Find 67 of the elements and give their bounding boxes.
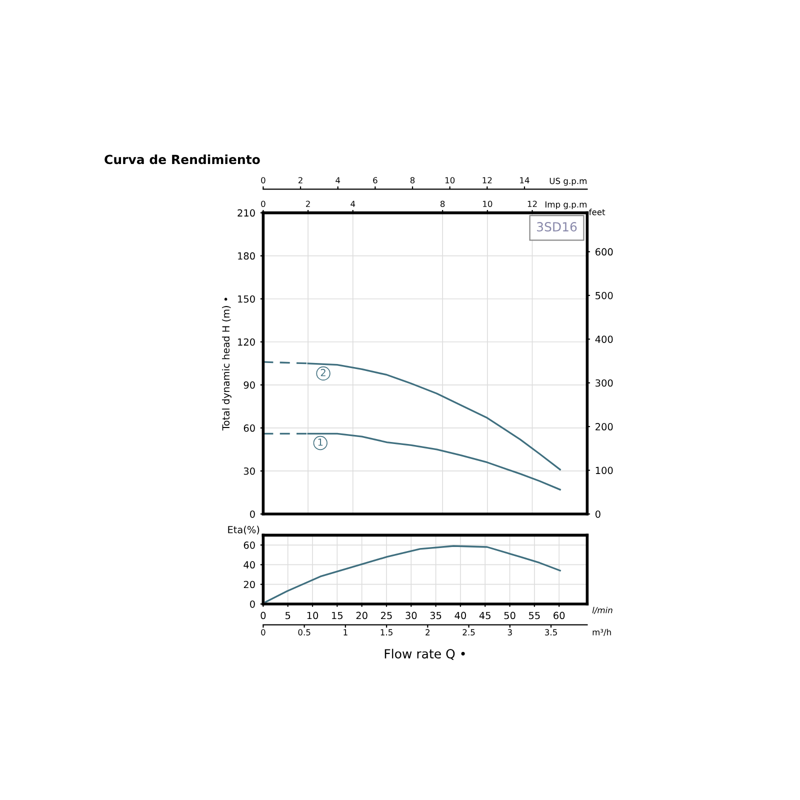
x2-axis-title: m³/h	[592, 628, 611, 636]
x2-tick-label: 3.5	[545, 629, 557, 636]
x2-tick-label: 1.5	[380, 629, 392, 636]
x-tick-label: 4	[350, 200, 356, 207]
x2-tick-label: 6	[373, 177, 378, 184]
x-tick-label: 40	[454, 612, 466, 620]
y-tick-label: 30	[244, 467, 255, 475]
x2-tick-label: 12	[482, 177, 492, 184]
x-tick-label: 2	[306, 200, 310, 207]
y2-tick-label: 200	[596, 423, 613, 430]
x2-tick-label: 10	[445, 177, 455, 184]
annotation: 2	[320, 368, 326, 376]
x2-tick-label: 8	[410, 177, 415, 184]
y-tick-label: 90	[244, 381, 255, 389]
y2-tick-label: 100	[596, 466, 613, 474]
y-tick-label: 210	[238, 209, 255, 217]
text: l/min	[592, 606, 612, 614]
x2-tick-label: 2	[426, 629, 430, 636]
y-tick-label: 40	[244, 561, 255, 569]
x2-tick-label: 14	[520, 177, 530, 184]
x-tick-label: 35	[430, 612, 442, 620]
x-tick-label: 30	[406, 612, 417, 620]
line-series	[264, 545, 561, 603]
y2-tick-label: 300	[596, 379, 613, 387]
x-tick-label: 12	[528, 200, 537, 207]
x-tick-label: 60	[554, 612, 565, 620]
x-axis-title: Flow rate Q •	[384, 648, 465, 660]
x-tick-label: 50	[504, 612, 516, 620]
x2-tick-label: 0	[261, 629, 266, 636]
x-tick-label: 25	[381, 612, 392, 620]
y-tick-label: 150	[238, 295, 255, 303]
y-tick-label: 0	[250, 510, 255, 518]
y-tick-label: 180	[238, 252, 255, 260]
x-tick-label: 10	[483, 200, 492, 208]
annotation: 3SD16	[537, 222, 577, 232]
y2-tick-label: 500	[596, 292, 613, 300]
annotation: 1	[318, 438, 323, 446]
y-tick-label: 60	[244, 542, 255, 549]
x-tick-label: 45	[479, 612, 490, 620]
chart-title: Curva de Rendimiento	[104, 154, 260, 164]
x2-tick-label: 3	[508, 629, 512, 636]
x-tick-label: 0	[261, 200, 266, 208]
x-tick-label: 5	[286, 612, 290, 620]
x-axis-title: Imp g.p.m	[546, 201, 586, 210]
y2-tick-label: 400	[595, 336, 613, 343]
x-tick-label: 10	[307, 612, 318, 620]
x-tick-label: 15	[332, 612, 343, 620]
y2-axis-title: feet	[589, 208, 606, 216]
y-axis-title: Total dynamic head H (m) •	[222, 298, 232, 430]
x2-tick-label: 4	[336, 177, 340, 184]
y-tick-label: 0	[250, 600, 255, 608]
x2-tick-label: 2	[298, 177, 302, 184]
x-tick-label: 0	[260, 612, 266, 620]
x2-tick-label: 0.5	[298, 629, 310, 636]
x2-tick-label: 2.5	[462, 629, 475, 636]
x2-tick-label: 0	[261, 177, 266, 184]
y-tick-label: 20	[244, 580, 255, 588]
x-tick-label: 20	[356, 612, 368, 620]
x-tick-label: 55	[529, 612, 540, 620]
y-tick-label: 60	[244, 424, 255, 432]
y2-tick-label: 600	[596, 248, 613, 256]
y-tick-label: 120	[238, 338, 255, 346]
x-tick-label: 8	[440, 200, 445, 208]
y-axis-title: Eta(%)	[228, 526, 260, 534]
x2-axis-title: US g.p.m	[550, 178, 586, 186]
x2-tick-label: 1	[344, 629, 348, 636]
y2-tick-label: 0	[595, 510, 600, 518]
